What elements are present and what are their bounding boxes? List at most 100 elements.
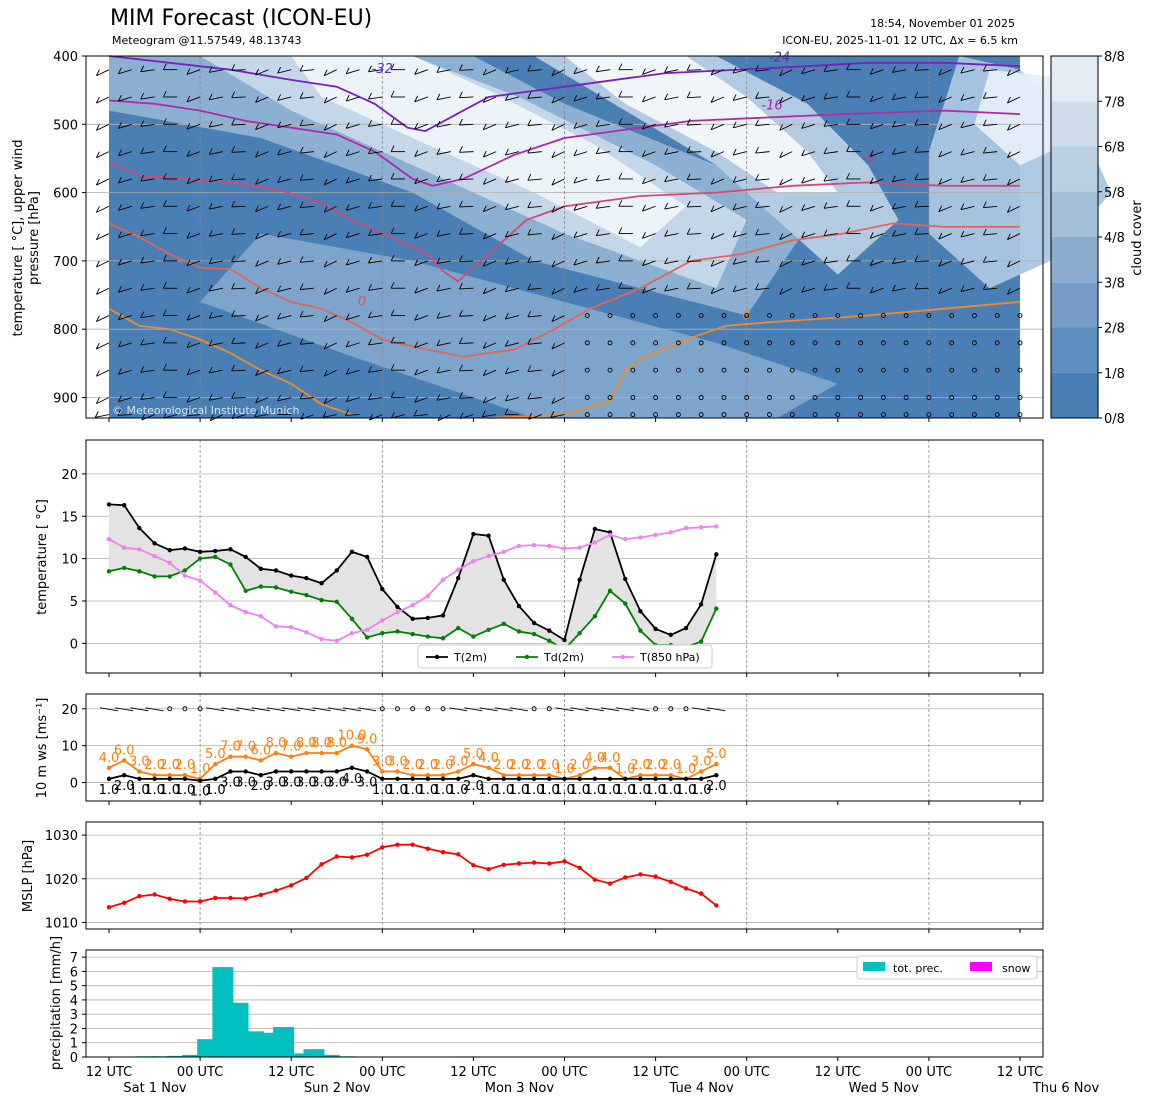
x-tick-label: 12 UTC [450,1065,496,1080]
contour-label: -24 [769,50,790,65]
barb-shaft [414,287,429,294]
data-label: 1.0 [387,783,408,798]
barb-feather [482,314,487,322]
barb-feather [208,284,213,292]
barb-shaft [573,260,588,266]
barb-feather [299,228,304,236]
barb-feather [527,310,532,318]
barb-shaft [459,397,474,399]
data-label: 3.0 [448,754,469,769]
barb-shaft [140,315,155,319]
barb-feather [186,396,191,403]
barb-feather [255,314,259,322]
barb-shaft [483,96,497,103]
calm-circle [903,412,909,418]
barb-feather [162,227,167,234]
data-point [273,888,279,893]
barb-shaft [231,205,246,208]
barb-feather [208,93,213,100]
calm-circle [744,367,750,373]
barb-feather [664,66,669,73]
barb-feather [960,230,965,238]
barb-shaft [300,96,315,99]
barb-feather [504,203,509,210]
barb-feather [914,200,919,208]
barb-shaft [823,205,838,209]
calm-circle [949,412,955,418]
calm-circle [949,367,955,373]
barb-feather [686,146,691,153]
barb-feather [345,286,350,293]
data-point [106,904,112,910]
barb-feather [140,311,145,318]
data-label: 4.0 [99,751,120,766]
barb-shaft [96,123,110,131]
colorbar-tick-label: 3/8 [1104,276,1125,291]
barb-feather [436,339,441,346]
surface-barb [555,707,574,712]
precip-bar [166,1055,188,1057]
barb-feather [369,413,373,421]
barb-feather [938,287,943,294]
data-point [258,614,264,619]
barb-feather [368,256,372,264]
barb-shaft [914,205,929,208]
barb-shaft [801,178,816,184]
barb-feather [846,90,850,98]
barb-shaft [118,260,132,266]
y-tick-label: 6 [70,965,78,980]
data-point [197,578,203,583]
data-point [562,859,567,864]
barb-shaft [527,233,542,236]
data-point [258,758,264,763]
barb-shaft [687,205,702,208]
data-label: 4.0 [600,751,621,766]
data-point [319,769,324,774]
data-point [334,599,339,605]
barb-shaft [323,369,337,377]
barb-shaft [870,233,884,239]
barb-feather [436,148,441,155]
data-label: 1.0 [448,783,469,798]
barb-feather [664,257,669,264]
barb-shaft [914,123,929,126]
barb-feather [95,342,100,350]
barb-feather [299,283,304,290]
barb-shaft [938,123,952,131]
barb-shaft [459,315,474,317]
barb-feather [982,146,987,154]
barb-shaft [938,205,952,213]
precip-bar [273,1027,295,1057]
x-tick-label: 12 UTC [815,1065,861,1080]
barb-shaft [186,123,201,130]
barb-shaft [368,369,383,373]
barb-feather [551,69,556,76]
barb-feather [982,92,987,99]
data-point [516,861,522,866]
barb-shaft [118,96,132,102]
y-axis-label-line: pressure [hPa] [27,191,42,285]
data-label: 1.0 [205,783,226,798]
data-label: 8.0 [296,736,317,751]
barb-feather [414,259,419,266]
barb-shaft [186,414,201,417]
calm-circle [668,706,674,712]
calm-circle [1017,340,1023,346]
barb-shaft [96,397,110,405]
data-label: 2.0 [433,758,454,773]
data-label: 1.0 [144,783,165,798]
data-point [683,625,689,631]
data-label: 1.0 [615,783,636,798]
barb-feather [551,178,556,186]
barb-shaft [346,369,360,375]
barb-feather [345,94,350,102]
barb-feather [345,258,350,266]
data-label: 1.0 [159,783,180,798]
colorbar-label: cloud cover [1130,200,1145,276]
barb-feather [277,394,282,402]
barb-shaft [755,178,770,181]
data-point [516,776,522,782]
barb-shaft [687,287,702,290]
barb-shaft [527,96,542,99]
calm-circle [835,313,841,318]
